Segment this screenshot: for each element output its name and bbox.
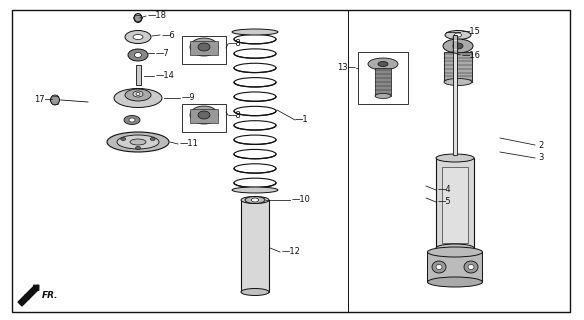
Text: FR.: FR. — [42, 292, 58, 300]
Ellipse shape — [232, 29, 278, 35]
Ellipse shape — [427, 247, 482, 257]
Text: —1: —1 — [295, 116, 308, 124]
Ellipse shape — [128, 49, 148, 61]
Ellipse shape — [150, 138, 155, 140]
Bar — [135, 65, 141, 85]
Ellipse shape — [190, 106, 218, 124]
Ellipse shape — [252, 198, 259, 202]
Ellipse shape — [124, 116, 140, 124]
Ellipse shape — [190, 38, 218, 56]
Bar — [358, 52, 408, 104]
Ellipse shape — [125, 89, 151, 101]
Ellipse shape — [198, 43, 210, 51]
Text: 3: 3 — [538, 154, 543, 163]
Ellipse shape — [117, 135, 159, 149]
Text: —14: —14 — [156, 71, 175, 81]
Text: —15: —15 — [462, 28, 481, 36]
Bar — [182, 104, 226, 132]
Bar — [190, 109, 218, 123]
Ellipse shape — [468, 265, 474, 269]
Ellipse shape — [50, 95, 60, 105]
Bar — [453, 35, 457, 155]
Text: —7: —7 — [156, 49, 170, 58]
Ellipse shape — [368, 58, 398, 70]
Ellipse shape — [445, 30, 471, 39]
Text: —6: —6 — [162, 30, 176, 39]
Ellipse shape — [134, 13, 142, 22]
Bar — [182, 36, 226, 64]
Ellipse shape — [130, 139, 146, 145]
Text: —5: —5 — [438, 197, 451, 206]
Ellipse shape — [241, 196, 269, 204]
Ellipse shape — [125, 30, 151, 44]
Text: —16: —16 — [462, 51, 481, 60]
FancyArrow shape — [18, 285, 39, 306]
Text: —11: —11 — [180, 140, 199, 148]
Ellipse shape — [454, 33, 461, 37]
Ellipse shape — [427, 277, 482, 287]
Ellipse shape — [375, 93, 391, 99]
Ellipse shape — [134, 52, 141, 58]
Ellipse shape — [121, 138, 126, 140]
Text: —10: —10 — [292, 196, 311, 204]
Text: —8: —8 — [228, 39, 242, 49]
Ellipse shape — [232, 187, 278, 193]
Ellipse shape — [245, 196, 265, 204]
Text: —12: —12 — [282, 247, 301, 257]
Ellipse shape — [241, 289, 269, 295]
Text: —8: —8 — [228, 110, 242, 119]
Ellipse shape — [198, 111, 210, 119]
Ellipse shape — [133, 35, 143, 39]
Ellipse shape — [107, 132, 169, 152]
Bar — [436, 158, 474, 248]
Ellipse shape — [133, 91, 143, 97]
Text: 13—: 13— — [337, 63, 356, 73]
Bar — [375, 68, 391, 96]
Ellipse shape — [453, 43, 463, 49]
Text: —4: —4 — [438, 186, 451, 195]
Text: —18: —18 — [148, 12, 167, 20]
Ellipse shape — [436, 154, 474, 162]
Ellipse shape — [249, 198, 261, 202]
Bar — [427, 252, 482, 282]
Bar — [190, 41, 218, 55]
Ellipse shape — [436, 265, 442, 269]
Ellipse shape — [443, 39, 473, 53]
Ellipse shape — [114, 89, 162, 108]
Text: 17—: 17— — [34, 95, 53, 105]
Ellipse shape — [129, 118, 135, 122]
Text: —9: —9 — [182, 93, 196, 102]
Ellipse shape — [464, 261, 478, 273]
Text: 2: 2 — [538, 140, 543, 149]
Ellipse shape — [378, 61, 388, 67]
Bar — [444, 52, 472, 82]
Ellipse shape — [444, 78, 472, 85]
Ellipse shape — [135, 147, 141, 149]
Bar — [442, 166, 468, 243]
Ellipse shape — [136, 92, 140, 95]
Bar — [241, 200, 269, 292]
Ellipse shape — [432, 261, 446, 273]
Ellipse shape — [436, 244, 474, 252]
